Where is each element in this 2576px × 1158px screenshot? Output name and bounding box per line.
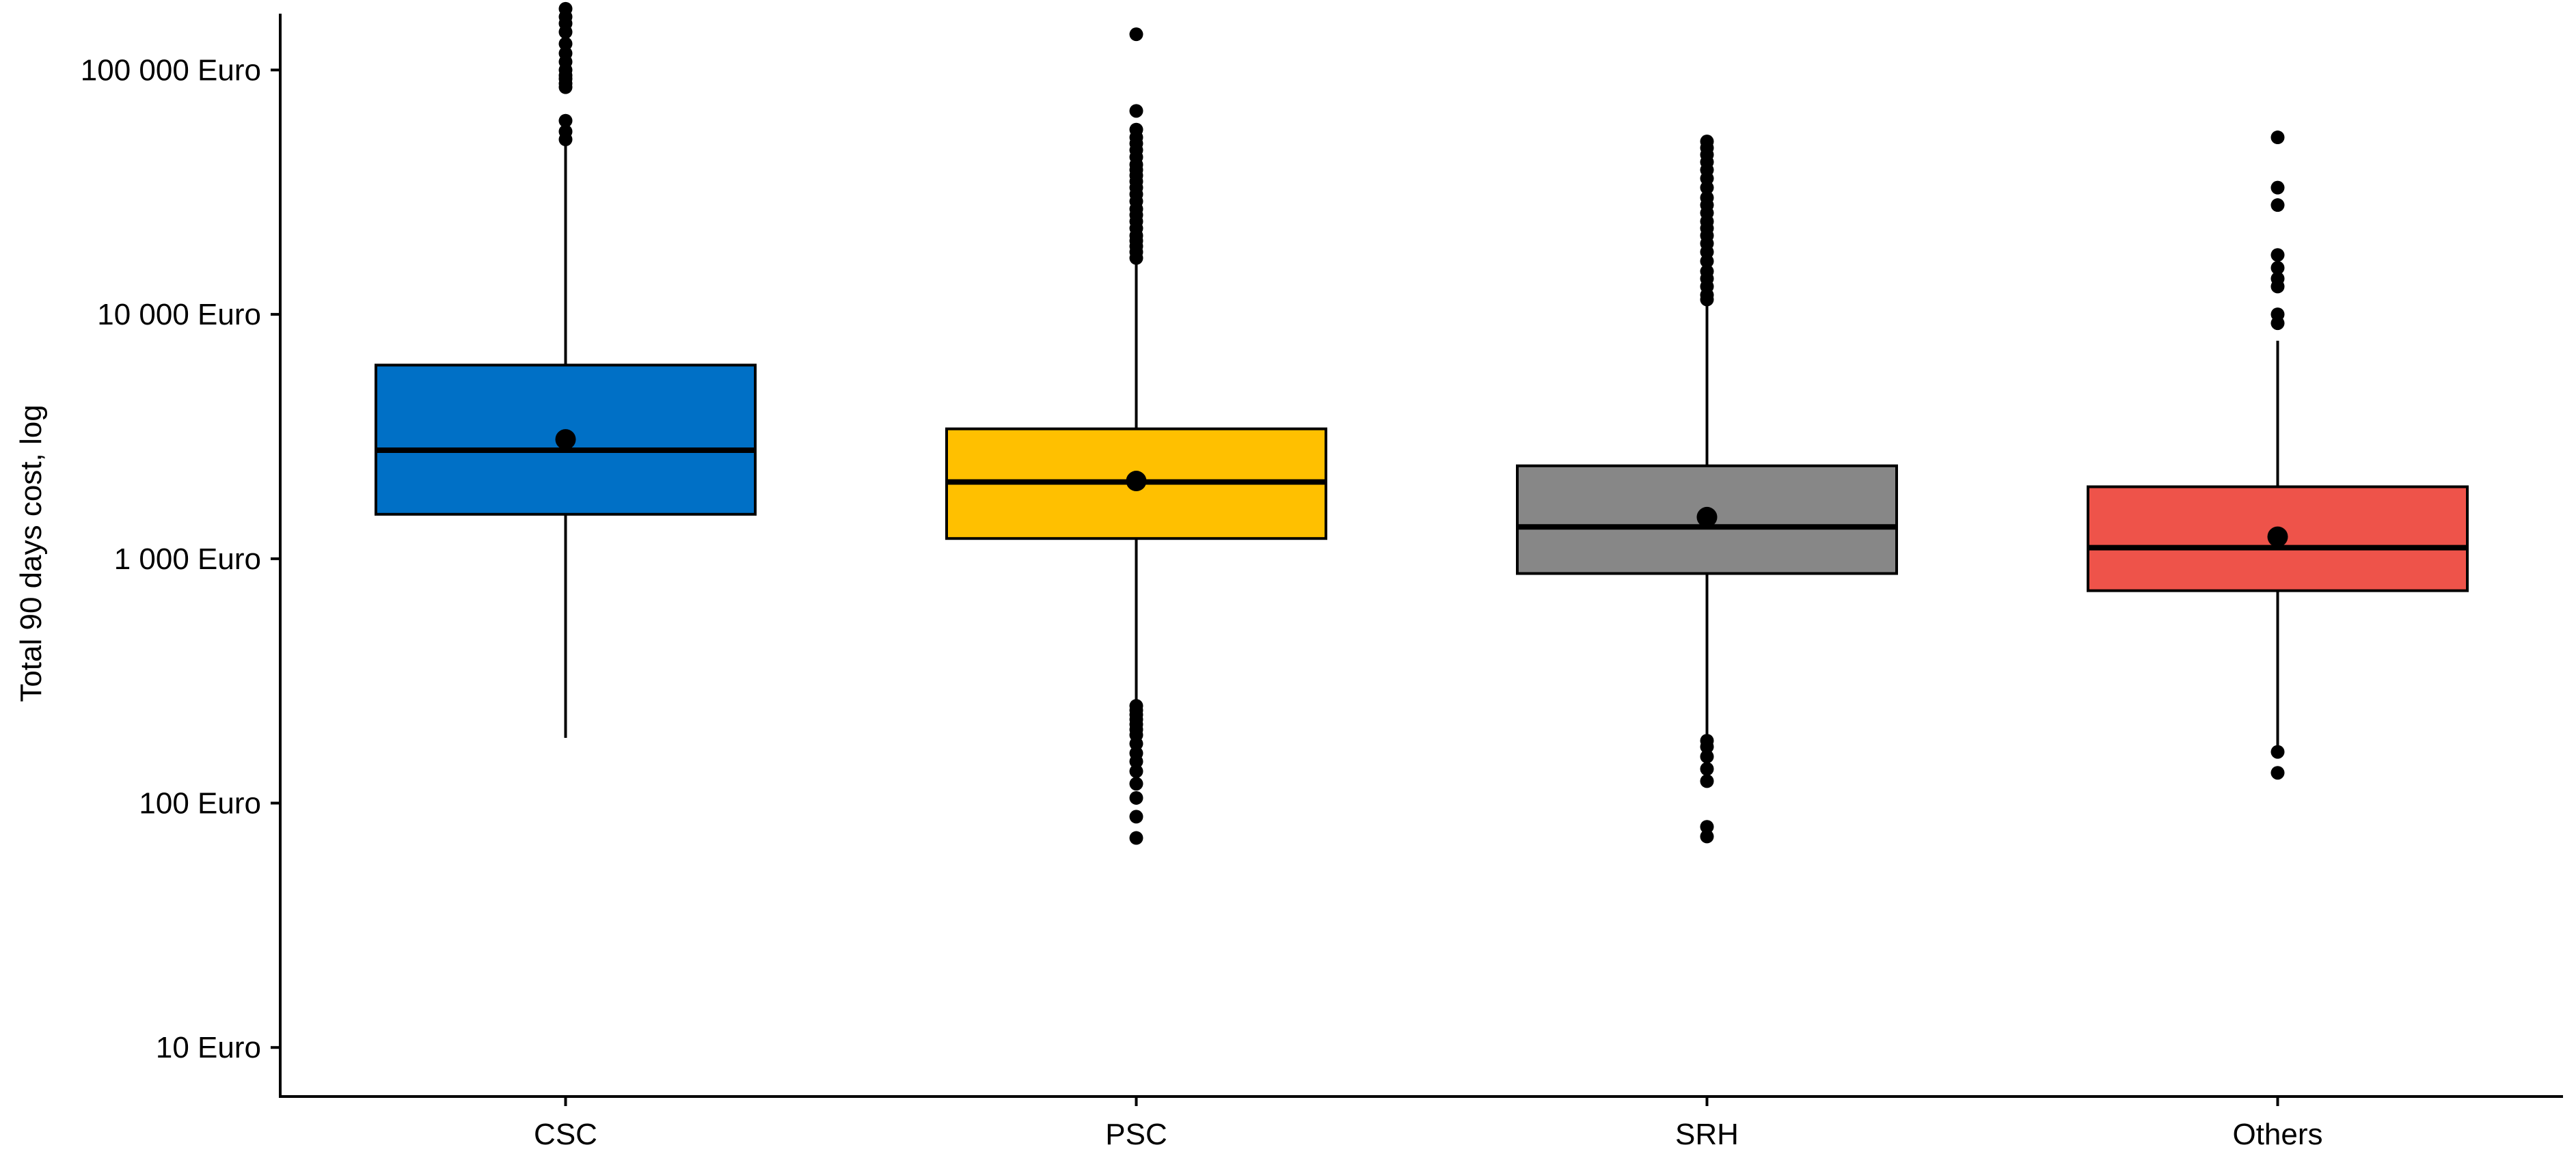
outlier-point <box>558 37 573 51</box>
outlier-point <box>1129 754 1143 769</box>
outlier-point <box>1700 292 1714 307</box>
y-tick-label: 1 000 Euro <box>114 542 261 576</box>
outlier-point <box>558 25 573 39</box>
outlier-point <box>2270 261 2285 275</box>
outlier-point <box>1129 104 1143 118</box>
outlier-point <box>1129 831 1143 845</box>
y-tick-label: 10 000 Euro <box>97 298 261 331</box>
outlier-point <box>1129 736 1143 751</box>
box-group-srh <box>1516 135 1898 844</box>
box-group-csc <box>375 1 757 738</box>
outlier-point <box>558 133 573 147</box>
outlier-point <box>2270 766 2285 780</box>
outlier-point <box>1700 774 1714 788</box>
outlier-point <box>1129 251 1143 265</box>
outlier-point <box>1700 254 1714 268</box>
outlier-point <box>2270 130 2285 145</box>
outlier-point <box>558 113 573 128</box>
outlier-point <box>1700 820 1714 834</box>
outlier-point <box>1700 749 1714 764</box>
y-tick-label: 100 000 Euro <box>81 53 261 87</box>
boxes-layer <box>375 1 2469 845</box>
outlier-point <box>558 72 573 86</box>
x-tick-label: Others <box>2232 1118 2322 1151</box>
outlier-point <box>2270 198 2285 212</box>
outlier-point <box>1700 180 1714 195</box>
y-axis-title: Total 90 days cost, log <box>14 404 48 702</box>
outlier-point <box>1700 740 1714 754</box>
x-tick-label: PSC <box>1105 1118 1167 1151</box>
box-group-others <box>2087 130 2469 780</box>
y-tick-label: 10 Euro <box>156 1031 261 1064</box>
outlier-point <box>2270 316 2285 331</box>
outlier-point <box>1129 790 1143 805</box>
y-tick-label: 100 Euro <box>139 787 261 821</box>
box-group-psc <box>945 27 1327 845</box>
mean-point <box>1696 506 1718 527</box>
outlier-point <box>1129 764 1143 778</box>
mean-point <box>1126 471 1147 492</box>
mean-point <box>2267 526 2288 547</box>
x-tick-label: SRH <box>1675 1118 1739 1151</box>
outlier-point <box>2270 279 2285 294</box>
x-tick-label: CSC <box>534 1118 597 1151</box>
outlier-point <box>1129 810 1143 824</box>
outlier-point <box>1700 762 1714 776</box>
outlier-point <box>2270 180 2285 195</box>
outlier-point <box>2270 248 2285 262</box>
outlier-point <box>1129 27 1143 42</box>
mean-point <box>555 429 576 450</box>
axes-layer: CSC PSC SRH Others 10 Euro 100 Euro 1 000 Euro… <box>81 14 2563 1151</box>
outlier-point <box>1700 829 1714 844</box>
outlier-point <box>1129 777 1143 791</box>
outlier-point <box>2270 745 2285 759</box>
